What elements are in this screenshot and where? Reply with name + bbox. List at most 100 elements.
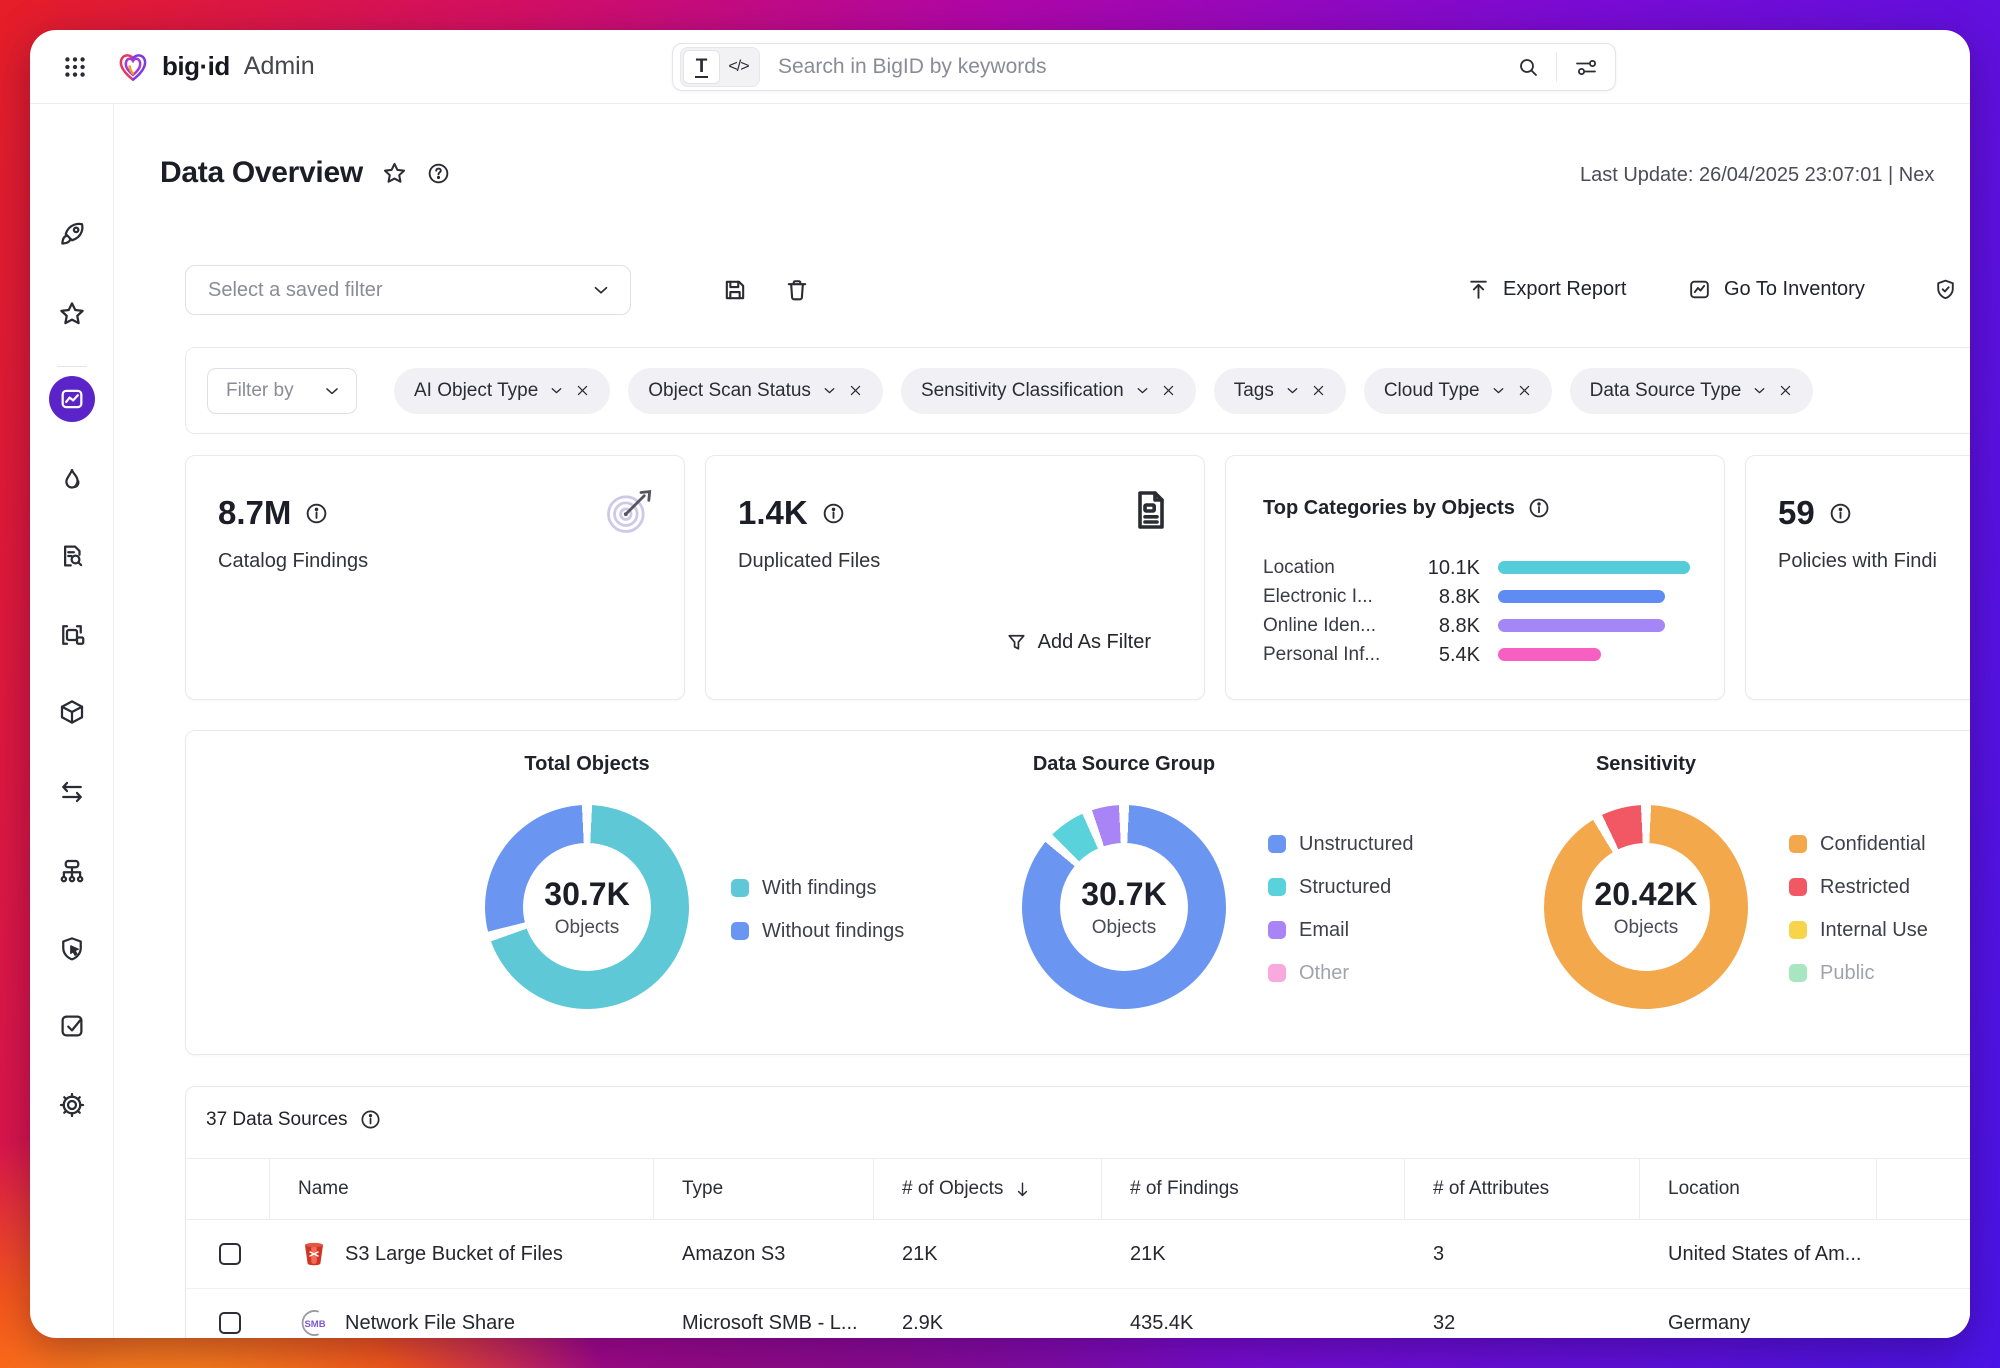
sensitivity-chart-title: Sensitivity	[1544, 753, 1748, 776]
sidebar-item-transfers[interactable]	[49, 769, 95, 815]
legend-item[interactable]: Public	[1789, 960, 1928, 986]
sidebar	[30, 104, 114, 1338]
duplicated-files-value: 1.4K	[738, 494, 846, 532]
data-source-name[interactable]: Network File Share	[345, 1312, 515, 1335]
search-query-mode-button[interactable]: </>	[720, 50, 757, 84]
entity-map-icon	[57, 620, 87, 650]
close-icon[interactable]	[1311, 383, 1326, 398]
table-row-network-file-share[interactable]: SMB Network File Share Microsoft SMB - L…	[186, 1289, 1970, 1338]
close-icon[interactable]	[575, 383, 590, 398]
topbar: big·id Admin T </> Search in BigID by ke…	[30, 30, 1970, 104]
legend-item[interactable]: Other	[1268, 960, 1414, 986]
filter-chip-ai-object-type[interactable]: AI Object Type	[394, 368, 610, 414]
filter-by-select[interactable]: Filter by	[207, 368, 357, 414]
legend-item[interactable]: Internal Use	[1789, 917, 1928, 943]
search-text-mode-button[interactable]: T	[683, 50, 720, 84]
close-icon[interactable]	[848, 383, 863, 398]
filter-chip-sensitivity-classification[interactable]: Sensitivity Classification	[901, 368, 1196, 414]
app-grid-button[interactable]	[62, 54, 88, 80]
column-header-findings[interactable]: # of Findings	[1101, 1159, 1404, 1219]
close-icon[interactable]	[1778, 383, 1793, 398]
sidebar-divider	[57, 366, 87, 367]
legend-swatch	[1268, 921, 1286, 939]
amazon-s3-icon	[298, 1238, 330, 1270]
legend-swatch	[731, 879, 749, 897]
svg-text:SMB: SMB	[304, 1319, 325, 1330]
legend-swatch	[1789, 835, 1807, 853]
info-icon[interactable]	[304, 501, 329, 526]
legend-item[interactable]: Email	[1268, 917, 1414, 943]
donut-center-value: 20.42K	[1594, 876, 1697, 913]
sidebar-item-reports[interactable]	[49, 533, 95, 579]
filter-chip-data-source-type[interactable]: Data Source Type	[1570, 368, 1814, 414]
checkbox-check-icon	[57, 1011, 87, 1041]
transfer-arrows-icon	[57, 777, 87, 807]
legend-swatch	[1268, 878, 1286, 896]
legend-item[interactable]: Confidential	[1789, 831, 1928, 857]
sidebar-item-hotspots[interactable]	[49, 457, 95, 503]
brand-product: Admin	[244, 52, 315, 81]
gear-icon	[57, 1090, 87, 1120]
sidebar-item-favorites[interactable]	[49, 291, 95, 337]
go-to-inventory-button[interactable]: Go To Inventory	[1687, 277, 1865, 302]
info-icon[interactable]	[821, 501, 846, 526]
filter-chip-object-scan-status[interactable]: Object Scan Status	[628, 368, 883, 414]
legend-item[interactable]: Structured	[1268, 874, 1414, 900]
close-icon[interactable]	[1161, 383, 1176, 398]
column-header-location[interactable]: Location	[1639, 1159, 1876, 1219]
export-report-button[interactable]: Export Report	[1466, 277, 1626, 302]
data-source-attributes: 32	[1404, 1312, 1639, 1335]
sidebar-item-rocket[interactable]	[49, 211, 95, 257]
policies-label: Policies with Findi	[1778, 550, 1937, 573]
sidebar-item-catalog[interactable]	[49, 689, 95, 735]
dartboard-icon	[602, 486, 654, 538]
data-source-name[interactable]: S3 Large Bucket of Files	[345, 1243, 563, 1266]
donut-center-label: Objects	[555, 917, 619, 939]
search-input[interactable]: Search in BigID by keywords	[778, 55, 1516, 79]
add-as-filter-button[interactable]: Add As Filter	[1005, 631, 1151, 654]
help-icon[interactable]	[426, 161, 451, 186]
sidebar-item-tasks[interactable]	[49, 1003, 95, 1049]
search-icon[interactable]	[1516, 55, 1540, 79]
save-filter-button[interactable]	[721, 276, 749, 304]
column-header-attributes[interactable]: # of Attributes	[1404, 1159, 1639, 1219]
sidebar-item-entity-map[interactable]	[49, 612, 95, 658]
sidebar-item-hierarchy[interactable]	[49, 848, 95, 894]
cube-icon	[57, 697, 87, 727]
info-icon[interactable]	[1828, 501, 1853, 526]
filter-chip-cloud-type[interactable]: Cloud Type	[1364, 368, 1552, 414]
catalog-findings-label: Catalog Findings	[218, 550, 368, 573]
close-icon[interactable]	[1517, 383, 1532, 398]
sidebar-item-data-overview[interactable]	[49, 376, 95, 422]
delete-filter-button[interactable]	[783, 276, 811, 304]
search-mode-toggle: T </>	[680, 47, 760, 87]
data-source-findings: 21K	[1101, 1243, 1404, 1266]
flame-icon	[57, 465, 87, 495]
sidebar-item-settings[interactable]	[49, 1082, 95, 1128]
category-bar	[1498, 619, 1690, 632]
search-settings-sliders-icon[interactable]	[1573, 54, 1599, 80]
row-checkbox[interactable]	[219, 1243, 241, 1265]
document-search-icon	[57, 541, 87, 571]
column-header-type[interactable]: Type	[653, 1159, 873, 1219]
info-icon[interactable]	[1527, 496, 1551, 520]
global-search[interactable]: T </> Search in BigID by keywords	[672, 43, 1616, 91]
table-row-s3-large-bucket[interactable]: S3 Large Bucket of Files Amazon S3 21K 2…	[186, 1220, 1970, 1289]
favorite-star-button[interactable]	[381, 160, 408, 187]
legend-item[interactable]: Without findings	[731, 918, 904, 944]
legend-item[interactable]: With findings	[731, 875, 904, 901]
donut-center-label: Objects	[1614, 917, 1678, 939]
define-button[interactable]: Define	[1933, 277, 1970, 302]
sidebar-item-security[interactable]	[49, 926, 95, 972]
column-header-name[interactable]: Name	[269, 1159, 653, 1219]
category-bar	[1498, 590, 1690, 603]
data-source-location: United States of Am...	[1639, 1243, 1876, 1266]
filter-chip-tags[interactable]: Tags	[1214, 368, 1346, 414]
legend-item[interactable]: Unstructured	[1268, 831, 1414, 857]
legend-item[interactable]: Restricted	[1789, 874, 1928, 900]
row-checkbox[interactable]	[219, 1312, 241, 1334]
info-icon[interactable]	[359, 1108, 382, 1131]
column-header-objects[interactable]: # of Objects	[873, 1159, 1101, 1219]
saved-filter-select[interactable]: Select a saved filter	[185, 265, 631, 315]
sensitivity-donut: 20.42K Objects	[1544, 805, 1748, 1009]
